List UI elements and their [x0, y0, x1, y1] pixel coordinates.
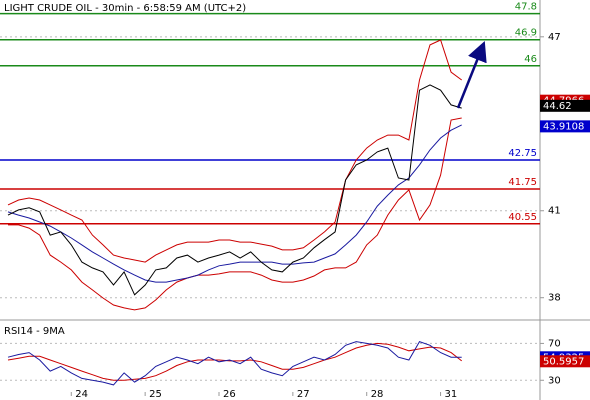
price-tag-label: 44.62: [543, 101, 572, 112]
price-line: [7, 84, 462, 296]
price-tag: [540, 99, 590, 112]
x-tick-label: 31: [445, 389, 458, 400]
level-label: 41.75: [508, 177, 537, 188]
indicator-line: [7, 340, 462, 386]
y-tick-label: 41: [548, 206, 561, 217]
y-tick-label: 30: [548, 375, 561, 386]
x-tick-label: 26: [223, 389, 236, 400]
x-tick-label: 25: [149, 389, 162, 400]
chart-title: LIGHT CRUDE OIL - 30min - 6:58:59 AM (UT…: [4, 3, 246, 14]
price-tag-label: 43.9108: [543, 121, 584, 132]
indicator-line: [7, 39, 462, 263]
forecast-arrow: [456, 41, 487, 109]
level-label: 40.55: [508, 212, 537, 223]
level-label: 46.9: [515, 28, 537, 39]
y-tick-label: 70: [548, 338, 561, 349]
indicator-line: [7, 124, 462, 283]
level-label: 46: [524, 54, 537, 65]
y-tick-label: 38: [548, 293, 561, 304]
level-label: 47.8: [515, 2, 537, 13]
rsi-title: RSI14 - 9MA: [4, 326, 65, 337]
level-label: 42.75: [508, 148, 537, 159]
y-tick-label: 47: [548, 32, 561, 43]
price-tag: [540, 355, 590, 368]
indicator-line: [8, 117, 462, 311]
x-tick-label: 27: [297, 389, 310, 400]
indicator-line: [7, 342, 463, 381]
x-tick-label: 28: [371, 389, 384, 400]
price-tag-label: 50.5957: [543, 356, 584, 367]
price-tag: [540, 120, 590, 133]
x-tick-label: 24: [75, 389, 88, 400]
